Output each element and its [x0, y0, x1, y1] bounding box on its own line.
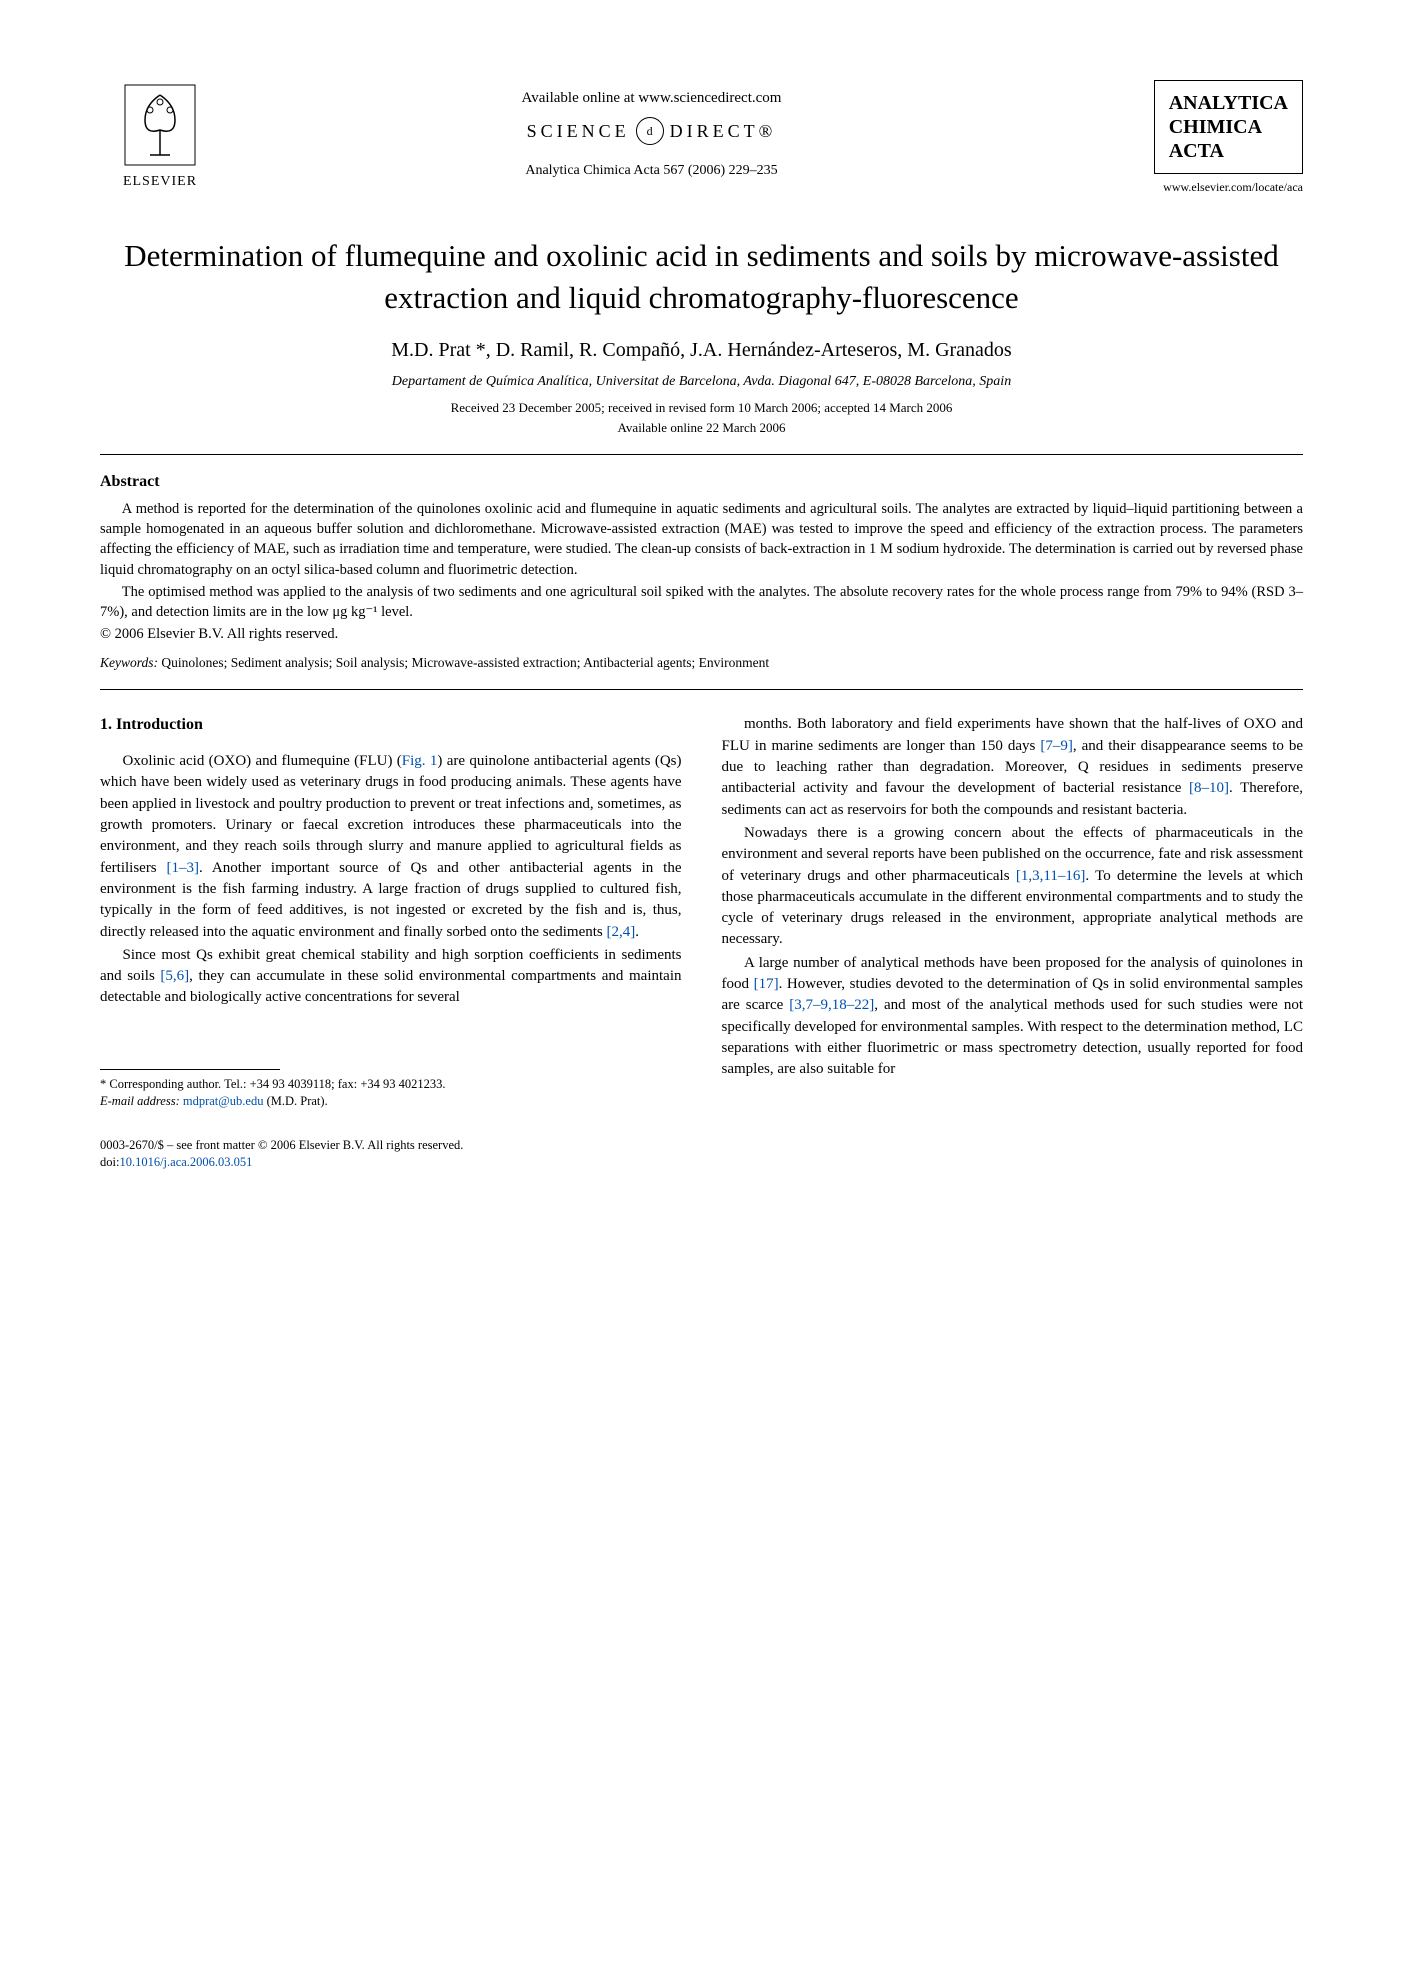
authors-line: M.D. Prat *, D. Ramil, R. Compañó, J.A. …	[100, 339, 1303, 362]
journal-title-box: ANALYTICA CHIMICA ACTA	[1154, 80, 1303, 174]
ref-3-7-9-18-22-link[interactable]: [3,7–9,18–22]	[789, 997, 874, 1013]
intro-p3: months. Both laboratory and field experi…	[722, 714, 1304, 820]
rule-top	[100, 454, 1303, 455]
front-matter-line: 0003-2670/$ – see front matter © 2006 El…	[100, 1137, 1303, 1155]
ref-1-3-link[interactable]: [1–3]	[167, 860, 200, 876]
abstract-p2: The optimised method was applied to the …	[100, 582, 1303, 623]
journal-name-3: ACTA	[1169, 139, 1288, 163]
fig-1-link[interactable]: Fig. 1	[402, 753, 438, 769]
header-right: ANALYTICA CHIMICA ACTA www.elsevier.com/…	[1083, 80, 1303, 195]
body-columns: 1. Introduction Oxolinic acid (OXO) and …	[100, 714, 1303, 1110]
publisher-name: ELSEVIER	[123, 174, 197, 190]
right-column: months. Both laboratory and field experi…	[722, 714, 1304, 1110]
sciencedirect-symbol-icon: d	[636, 117, 664, 145]
publisher-block: ELSEVIER	[100, 80, 220, 190]
email-who: (M.D. Prat).	[267, 1094, 328, 1108]
ref-2-4-link[interactable]: [2,4]	[607, 924, 636, 940]
abstract-body: A method is reported for the determinati…	[100, 499, 1303, 623]
text-span: ) are quinolone antibacterial agents (Qs…	[100, 753, 682, 875]
intro-p1: Oxolinic acid (OXO) and flumequine (FLU)…	[100, 751, 682, 943]
abstract-copyright: © 2006 Elsevier B.V. All rights reserved…	[100, 626, 1303, 643]
keywords-line: Keywords: Quinolones; Sediment analysis;…	[100, 655, 1303, 671]
doi-label: doi:	[100, 1155, 119, 1169]
keywords-text: Quinolones; Sediment analysis; Soil anal…	[161, 655, 769, 670]
available-online-text: Available online at www.sciencedirect.co…	[220, 90, 1083, 107]
abstract-heading: Abstract	[100, 473, 1303, 491]
keywords-label: Keywords:	[100, 655, 158, 670]
journal-url: www.elsevier.com/locate/aca	[1083, 180, 1303, 195]
rule-bottom	[100, 689, 1303, 690]
intro-p2: Since most Qs exhibit great chemical sta…	[100, 945, 682, 1009]
abstract-p1: A method is reported for the determinati…	[100, 499, 1303, 580]
corr-email-link[interactable]: mdprat@ub.edu	[183, 1094, 264, 1108]
text-span: .	[635, 924, 639, 940]
intro-p5: A large number of analytical methods hav…	[722, 953, 1304, 1081]
ref-7-9-link[interactable]: [7–9]	[1040, 738, 1073, 754]
corr-author-line: * Corresponding author. Tel.: +34 93 403…	[100, 1076, 682, 1094]
journal-name-2: CHIMICA	[1169, 115, 1288, 139]
elsevier-tree-logo	[120, 80, 200, 170]
email-label: E-mail address:	[100, 1094, 180, 1108]
journal-header: ELSEVIER Available online at www.science…	[100, 80, 1303, 195]
text-span: Oxolinic acid (OXO) and flumequine (FLU)…	[123, 753, 402, 769]
ref-17-link[interactable]: [17]	[754, 976, 779, 992]
email-line: E-mail address: mdprat@ub.edu (M.D. Prat…	[100, 1093, 682, 1111]
affiliation: Departament de Química Analítica, Univer…	[100, 374, 1303, 390]
journal-name-1: ANALYTICA	[1169, 91, 1288, 115]
left-column: 1. Introduction Oxolinic acid (OXO) and …	[100, 714, 682, 1110]
corresponding-footnote: * Corresponding author. Tel.: +34 93 403…	[100, 1076, 682, 1111]
ref-1-3-11-16-link[interactable]: [1,3,11–16]	[1016, 868, 1085, 884]
header-center: Available online at www.sciencedirect.co…	[220, 80, 1083, 179]
online-date: Available online 22 March 2006	[100, 420, 1303, 436]
page-footer: 0003-2670/$ – see front matter © 2006 El…	[100, 1137, 1303, 1172]
article-title: Determination of flumequine and oxolinic…	[100, 235, 1303, 319]
ref-8-10-link[interactable]: [8–10]	[1189, 780, 1229, 796]
footnote-rule	[100, 1069, 280, 1070]
ref-5-6-link[interactable]: [5,6]	[160, 968, 189, 984]
section-1-heading: 1. Introduction	[100, 714, 682, 737]
intro-p4: Nowadays there is a growing concern abou…	[722, 823, 1304, 951]
journal-citation: Analytica Chimica Acta 567 (2006) 229–23…	[220, 163, 1083, 179]
sciencedirect-logo: SCIENCE d DIRECT®	[220, 117, 1083, 145]
doi-line: doi:10.1016/j.aca.2006.03.051	[100, 1154, 1303, 1172]
science-text: SCIENCE	[527, 121, 630, 142]
direct-text: DIRECT®	[670, 121, 777, 142]
doi-link[interactable]: 10.1016/j.aca.2006.03.051	[119, 1155, 252, 1169]
received-dates: Received 23 December 2005; received in r…	[100, 400, 1303, 416]
